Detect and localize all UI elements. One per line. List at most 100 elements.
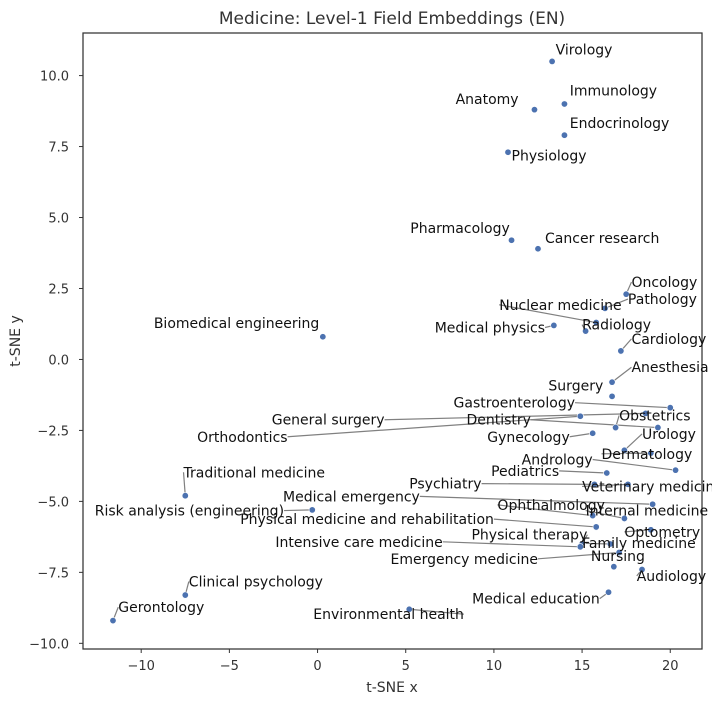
point-orthodontics [576, 412, 584, 420]
point-risk-analysis-engineering [308, 506, 316, 514]
x-tick-label: −10 [127, 659, 154, 674]
point-gastroenterology [666, 404, 674, 412]
point-anatomy [530, 106, 538, 114]
y-axis-label: t-SNE y [8, 315, 24, 366]
point-environmental-health [405, 605, 413, 613]
label-general-surgery: General surgery [272, 413, 385, 429]
label-nuclear-medicine: Nuclear medicine [499, 298, 621, 314]
label-nursing: Nursing [591, 549, 645, 565]
leader-line-intensive-care-medicine [442, 541, 581, 548]
label-orthodontics: Orthodontics [197, 430, 287, 446]
label-obstetrics: Obstetrics [619, 408, 690, 424]
point-family-medicine [606, 540, 614, 548]
point-gerontology [109, 617, 117, 625]
label-dentistry: Dentistry [466, 413, 530, 429]
y-tick-label: 2.5 [48, 282, 69, 297]
point-pediatrics [603, 469, 611, 477]
label-leader-lines [112, 281, 676, 621]
point-endocrinology [560, 131, 568, 139]
point-andrology [672, 466, 680, 474]
point-dentistry [654, 424, 662, 432]
y-tick-label: −2.5 [37, 424, 69, 439]
leader-line-anesthesia [611, 366, 632, 383]
x-tick-label: 0 [313, 659, 321, 674]
point-virology [548, 57, 556, 65]
leader-line-nuclear-medicine [499, 304, 597, 324]
label-gerontology: Gerontology [118, 600, 204, 616]
x-tick-label: 10 [486, 659, 503, 674]
point-biomedical-engineering [319, 333, 327, 341]
label-dermatology: Dermatology [601, 447, 692, 463]
point-general-surgery [642, 409, 650, 417]
point-nuclear-medicine [592, 319, 600, 327]
point-medical-emergency [649, 500, 657, 508]
point-cardiology [617, 347, 625, 355]
leader-line-pathology [604, 298, 629, 309]
leader-line-gynecology [569, 432, 593, 438]
label-cancer-research: Cancer research [545, 231, 659, 247]
label-medical-emergency: Medical emergency [283, 489, 420, 505]
label-endocrinology: Endocrinology [570, 116, 670, 132]
label-intensive-care-medicine: Intensive care medicine [275, 535, 442, 551]
label-family-medicine: Family medicine [582, 536, 696, 552]
label-medical-physics: Medical physics [435, 320, 545, 336]
leader-line-dentistry [530, 419, 658, 429]
point-psychiatry [590, 480, 598, 488]
point-oncology [622, 290, 630, 298]
label-anatomy: Anatomy [456, 92, 519, 108]
leader-line-traditional-medicine [182, 472, 186, 496]
point-labels: Virology Immunology Anatomy Endocrinology Ph… [95, 42, 712, 623]
point-medical-physics [550, 321, 558, 329]
leader-line-psychiatry [481, 483, 595, 485]
label-pediatrics: Pediatrics [491, 464, 559, 480]
x-tick-label: 15 [574, 659, 591, 674]
point-urology [620, 446, 628, 454]
leader-line-optometry [624, 529, 651, 533]
y-tick-label: −10.0 [29, 637, 69, 652]
y-tick-label: 10.0 [40, 70, 69, 85]
label-clinical-psychology: Clinical psychology [189, 575, 323, 591]
y-tick-label: 5.0 [48, 212, 69, 227]
point-pharmacology [508, 236, 516, 244]
label-physical-therapy: Physical therapy [471, 528, 587, 544]
label-surgery: Surgery [548, 379, 603, 395]
leader-line-environmental-health [409, 608, 464, 615]
y-tick-label: −7.5 [37, 566, 69, 581]
plot-area-frame [82, 32, 703, 650]
point-intensive-care-medicine [576, 543, 584, 551]
y-tick-label: −5.0 [37, 495, 69, 510]
chart-title: Medicine: Level-1 Field Embeddings (EN) [219, 9, 565, 29]
label-environmental-health: Environmental health [313, 607, 464, 623]
leader-line-pediatrics [559, 470, 607, 474]
point-dermatology [647, 449, 655, 457]
label-pathology: Pathology [628, 292, 697, 308]
label-anesthesia: Anesthesia [631, 360, 708, 376]
x-tick-label: −5 [220, 659, 239, 674]
y-tick-label: 7.5 [48, 141, 69, 156]
y-axis-ticks: −10.0 −7.5 −5.0 −2.5 0.0 2.5 5.0 7.5 10.0 [29, 70, 83, 652]
leader-line-ophthalmology [497, 504, 593, 517]
leader-line-urology [623, 433, 643, 451]
label-andrology: Andrology [522, 452, 593, 468]
leader-line-gastroenterology [574, 402, 671, 409]
leader-line-risk-analysis-engineering [284, 509, 313, 512]
leader-line-physical-medicine-and-rehabilitation [493, 518, 597, 528]
label-veterinary-medicine: Veterinary medicine [582, 479, 712, 495]
leader-line-veterinary-medicine [582, 483, 628, 488]
point-traditional-medicine [181, 492, 189, 500]
point-veterinary-medicine [624, 480, 632, 488]
point-immunology [560, 100, 568, 108]
x-axis-label: t-SNE x [366, 680, 417, 696]
point-pathology [601, 304, 609, 312]
point-physical-medicine-and-rehabilitation [592, 523, 600, 531]
leader-line-medical-emergency [419, 495, 653, 505]
label-gastroenterology: Gastroenterology [454, 396, 575, 412]
label-virology: Virology [556, 42, 613, 58]
label-gynecology: Gynecology [487, 430, 570, 446]
label-urology: Urology [642, 427, 696, 443]
point-anesthesia [608, 378, 616, 386]
point-surgery [608, 392, 616, 400]
label-physical-medicine-and-rehabilitation: Physical medicine and rehabilitation [240, 512, 494, 528]
label-audiology: Audiology [637, 569, 706, 585]
